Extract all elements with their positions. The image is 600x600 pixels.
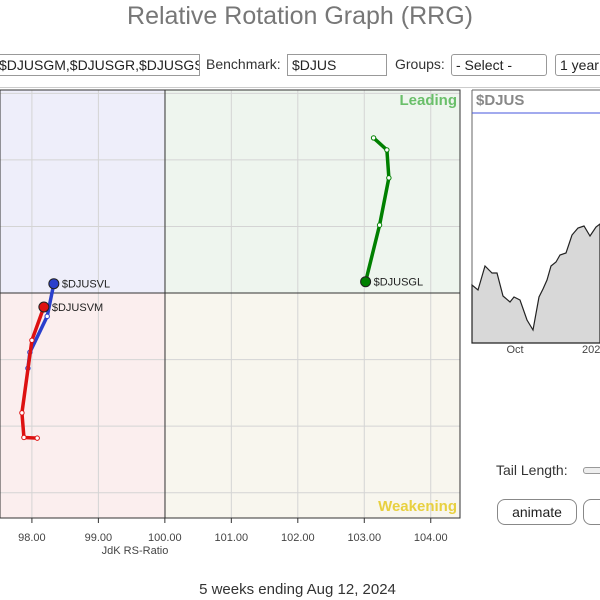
quadrant-weakening <box>165 293 460 518</box>
tail-point <box>29 337 35 343</box>
benchmark-label: Benchmark: <box>206 56 281 72</box>
tail-length-label: Tail Length: <box>496 462 568 478</box>
tail-slider[interactable] <box>583 467 600 474</box>
tail-point <box>21 434 27 441</box>
tail-point <box>44 313 50 320</box>
divider <box>0 87 600 88</box>
tail-point <box>384 147 390 153</box>
more-button[interactable] <box>583 499 600 525</box>
side-x-tick: Oct <box>506 344 523 356</box>
x-tick-label: 102.00 <box>281 532 315 544</box>
leading-label: Leading <box>399 92 457 109</box>
tail-point <box>19 410 25 416</box>
x-tick-label: 103.00 <box>347 532 381 544</box>
series-label: $DJUSVM <box>52 302 103 314</box>
side-x-tick: 202 <box>582 344 600 356</box>
benchmark-input[interactable]: $DJUS <box>287 54 387 76</box>
quadrant-lagging <box>0 293 165 518</box>
x-tick-label: 98.00 <box>18 532 46 544</box>
x-axis-label: JdK RS-Ratio <box>102 545 169 557</box>
series-label: $DJUSGL <box>374 277 424 289</box>
tail-point <box>376 222 383 228</box>
price-area <box>471 223 600 344</box>
tail-head <box>38 301 50 313</box>
x-tick-label: 101.00 <box>215 532 249 544</box>
animate-button[interactable]: animate <box>497 499 577 525</box>
quadrant-improving <box>0 90 165 293</box>
groups-select[interactable]: - Select - <box>451 54 547 76</box>
side-title: $DJUS <box>476 92 524 109</box>
x-tick-label: 99.00 <box>85 532 113 544</box>
quadrant-leading <box>165 90 460 293</box>
x-tick-label: 104.00 <box>414 532 448 544</box>
tail-point <box>370 135 377 141</box>
groups-label: Groups: <box>395 56 445 72</box>
plot-border <box>0 89 461 519</box>
tail-head <box>360 276 372 288</box>
symbols-input[interactable]: $DJUSGM,$DJUSGR,$DJUSGS <box>0 54 200 76</box>
period-select[interactable]: 1 year <box>555 54 600 76</box>
tail-head <box>48 278 60 290</box>
footer: 5 weeks ending Aug 12, 2024 <box>199 581 396 598</box>
tail-point <box>34 435 40 441</box>
weakening-label: Weakening <box>378 498 457 515</box>
page-title: Relative Rotation Graph (RRG) <box>127 2 473 30</box>
x-tick-label: 100.00 <box>148 532 182 544</box>
tail-point <box>386 175 392 181</box>
series-label: $DJUSVL <box>62 279 110 291</box>
